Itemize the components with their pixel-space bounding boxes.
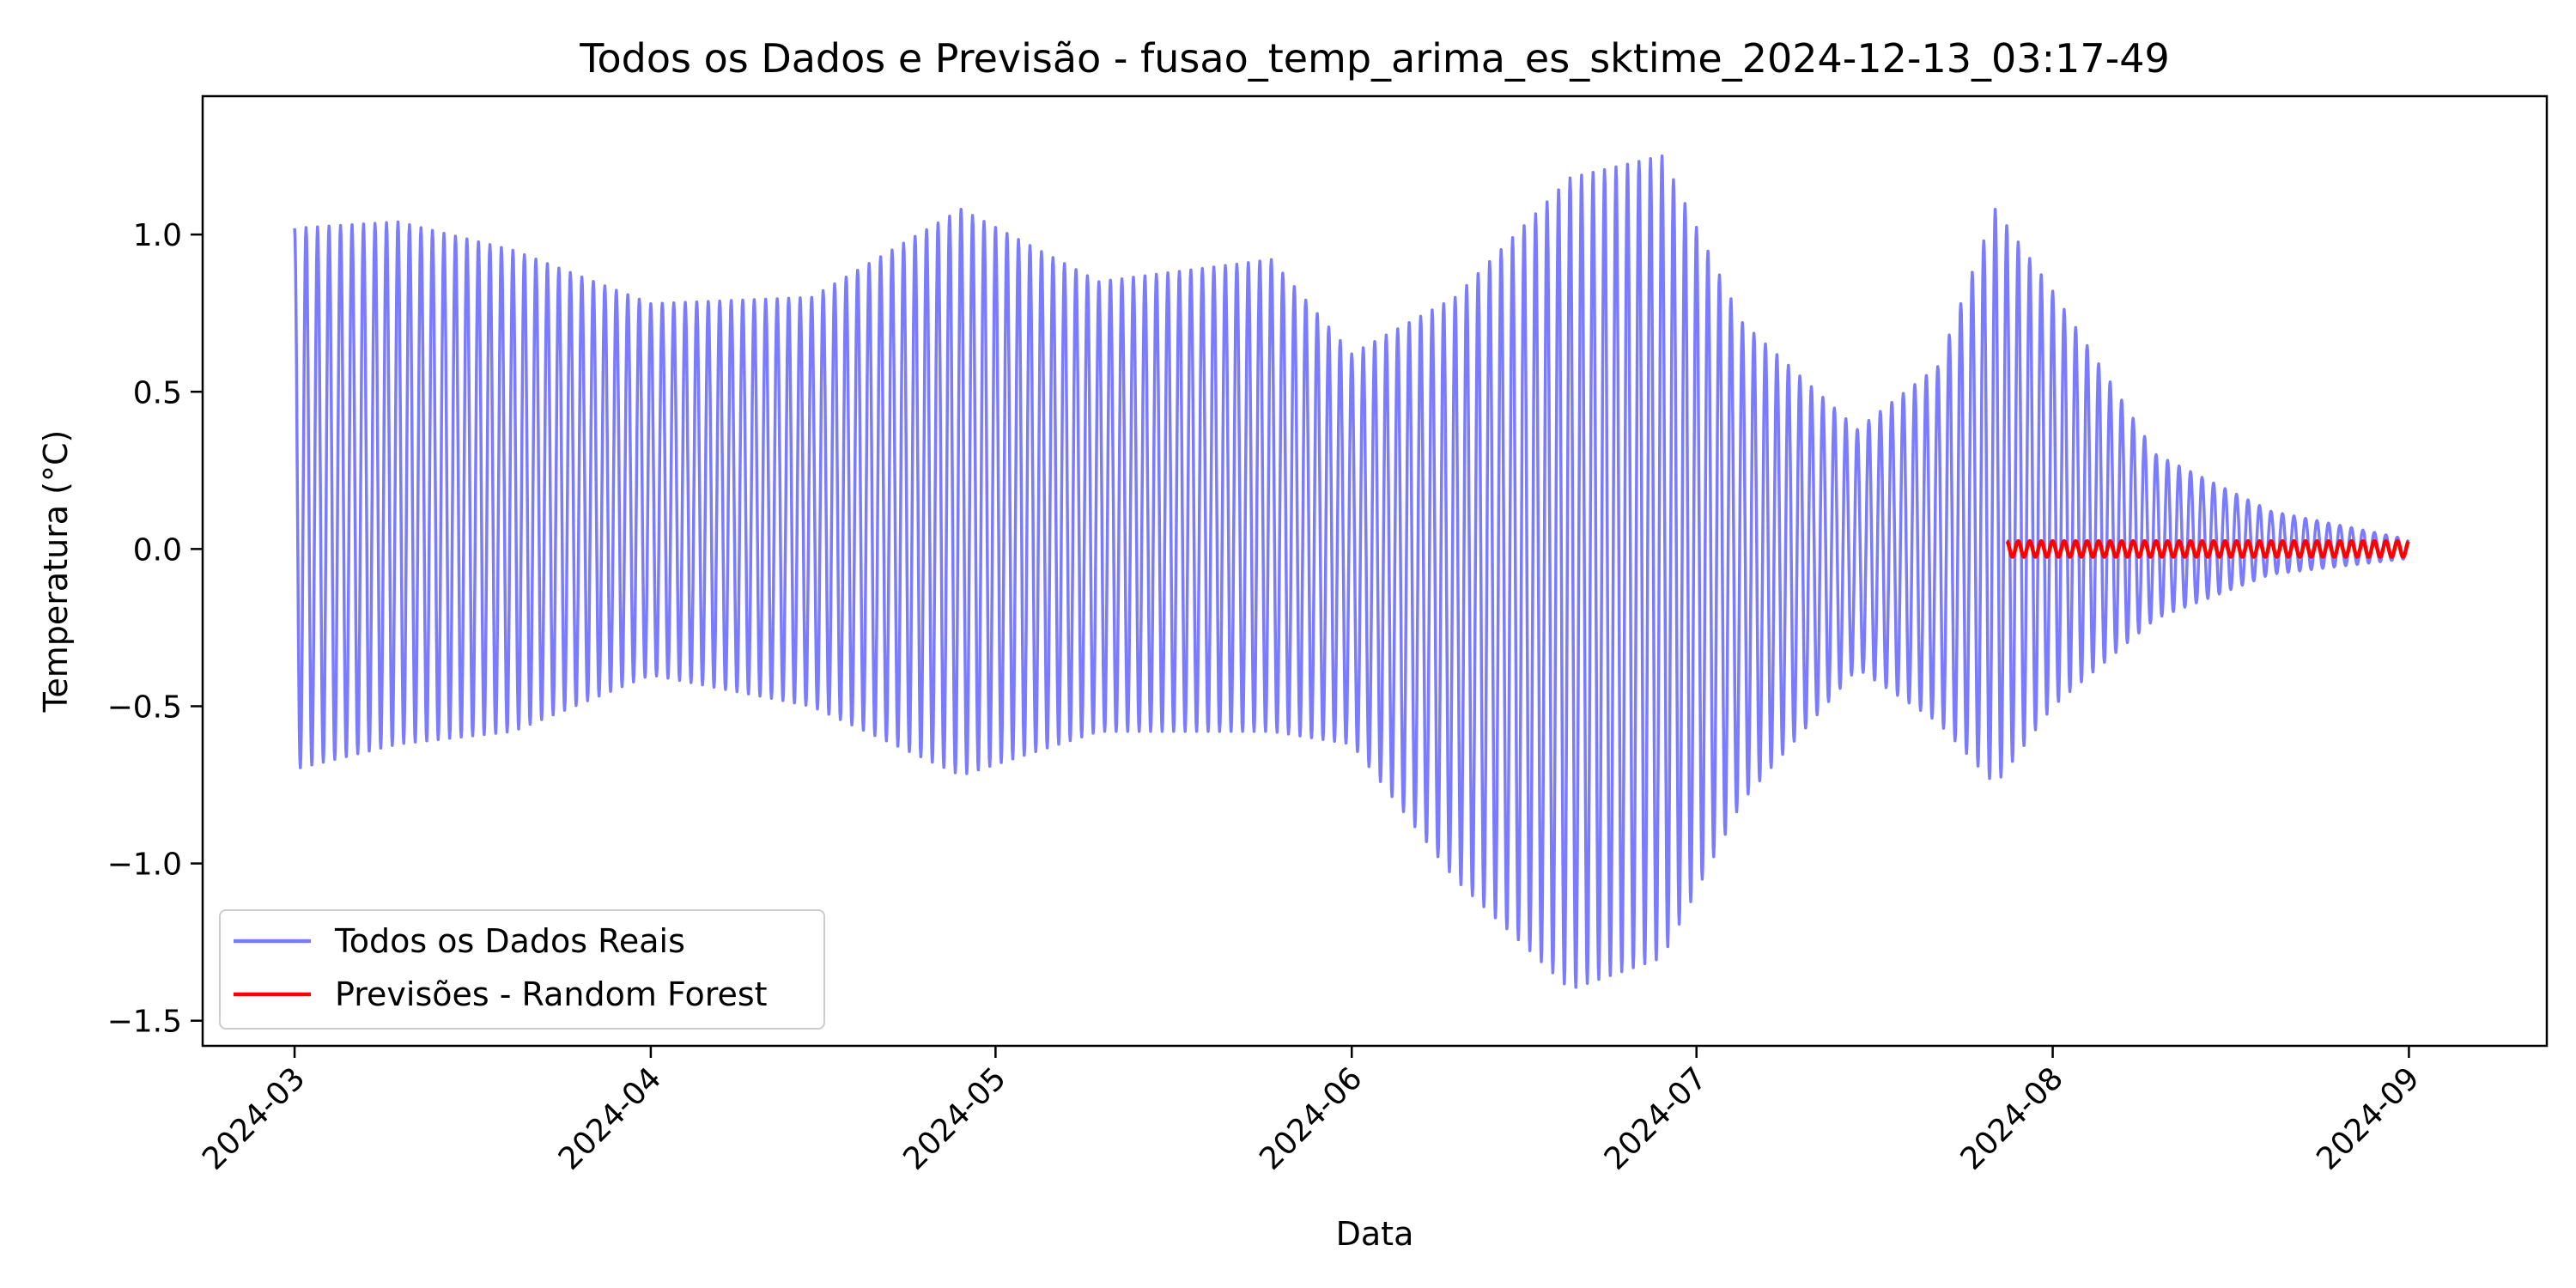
legend-box: [219, 909, 825, 1030]
plot-frame: [201, 94, 2549, 1048]
series-line-real: [293, 154, 2410, 989]
y-tick-label: 0.0: [133, 532, 182, 568]
y-tick-label: 0.5: [133, 375, 182, 410]
y-tick-label: −1.5: [107, 1005, 182, 1040]
x-axis-label: Data: [1336, 1215, 1414, 1253]
y-tick-label: −0.5: [107, 690, 182, 725]
y-axis-label: Temperatura (°C): [37, 430, 75, 714]
chart-title: Todos os Dados e Previsão - fusao_temp_a…: [579, 35, 2170, 82]
y-tick-label: −1.0: [107, 848, 182, 883]
legend-label-real: Todos os Dados Reais: [334, 922, 685, 960]
plot-area: [293, 154, 2410, 989]
legend: Todos os Dados Reais Previsões - Random …: [219, 909, 825, 1030]
y-tick-label: 1.0: [133, 218, 182, 253]
legend-label-forecast: Previsões - Random Forest: [335, 975, 768, 1013]
series-line-forecast: [2005, 538, 2410, 559]
